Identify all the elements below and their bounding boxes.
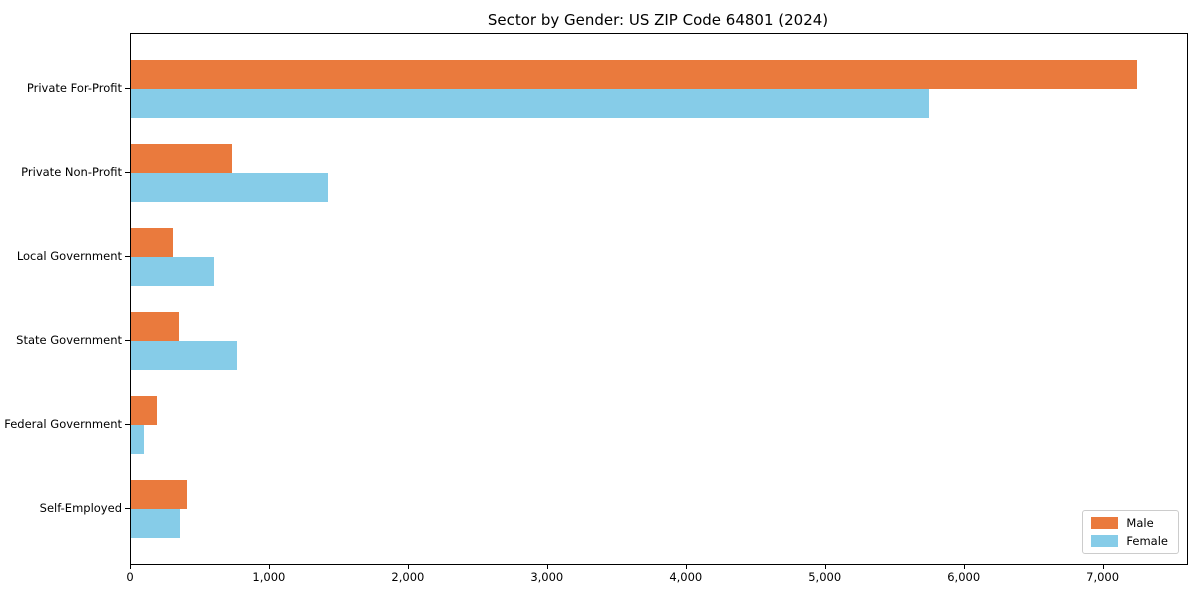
x-tick-label: 5,000 — [808, 570, 842, 584]
x-tick-mark — [546, 564, 548, 569]
y-tick-label: Federal Government — [4, 417, 122, 431]
plot-area: Male Female — [130, 33, 1188, 565]
bar-female-local-government — [131, 257, 215, 286]
x-tick-label: 4,000 — [669, 570, 703, 584]
bar-male-federal-government — [131, 396, 158, 425]
x-tick-mark — [685, 564, 687, 569]
x-tick-mark — [268, 564, 270, 569]
x-tick-mark — [407, 564, 409, 569]
bar-female-private-non-profit — [131, 173, 329, 202]
x-tick-label: 6,000 — [947, 570, 981, 584]
x-tick-label: 2,000 — [391, 570, 425, 584]
bar-male-local-government — [131, 228, 173, 257]
y-tick-label: Local Government — [16, 249, 122, 263]
bar-male-self-employed — [131, 480, 188, 509]
y-tick-mark — [125, 256, 130, 257]
legend-item-female: Female — [1091, 535, 1168, 547]
y-tick-label: Self-Employed — [39, 501, 122, 515]
x-tick-label: 3,000 — [530, 570, 564, 584]
bar-female-federal-government — [131, 425, 145, 454]
y-tick-label: State Government — [16, 333, 122, 347]
y-tick-label: Private For-Profit — [26, 81, 122, 95]
y-tick-label: Private Non-Profit — [21, 165, 122, 179]
legend-swatch-female — [1091, 535, 1119, 547]
x-tick-mark — [130, 564, 131, 569]
legend-item-male: Male — [1091, 517, 1168, 529]
y-tick-mark — [125, 172, 130, 173]
x-tick-mark — [963, 564, 965, 569]
legend-swatch-male — [1091, 517, 1119, 529]
x-tick-mark — [1102, 564, 1104, 569]
bar-male-private-non-profit — [131, 144, 233, 173]
bar-female-state-government — [131, 341, 237, 370]
x-tick-mark — [824, 564, 826, 569]
bar-male-private-for-profit — [131, 60, 1137, 89]
x-tick-label: 7,000 — [1086, 570, 1120, 584]
x-tick-label: 1,000 — [252, 570, 286, 584]
bar-male-state-government — [131, 312, 179, 341]
y-tick-mark — [125, 88, 130, 89]
chart-title: Sector by Gender: US ZIP Code 64801 (202… — [487, 11, 829, 29]
y-tick-mark — [125, 340, 130, 341]
legend: Male Female — [1082, 510, 1179, 554]
x-tick-label: 0 — [126, 570, 134, 584]
legend-label: Male — [1126, 516, 1154, 530]
y-tick-mark — [125, 424, 130, 425]
legend-label: Female — [1126, 534, 1168, 548]
y-tick-mark — [125, 508, 130, 509]
bar-female-private-for-profit — [131, 89, 929, 118]
bar-female-self-employed — [131, 509, 180, 538]
